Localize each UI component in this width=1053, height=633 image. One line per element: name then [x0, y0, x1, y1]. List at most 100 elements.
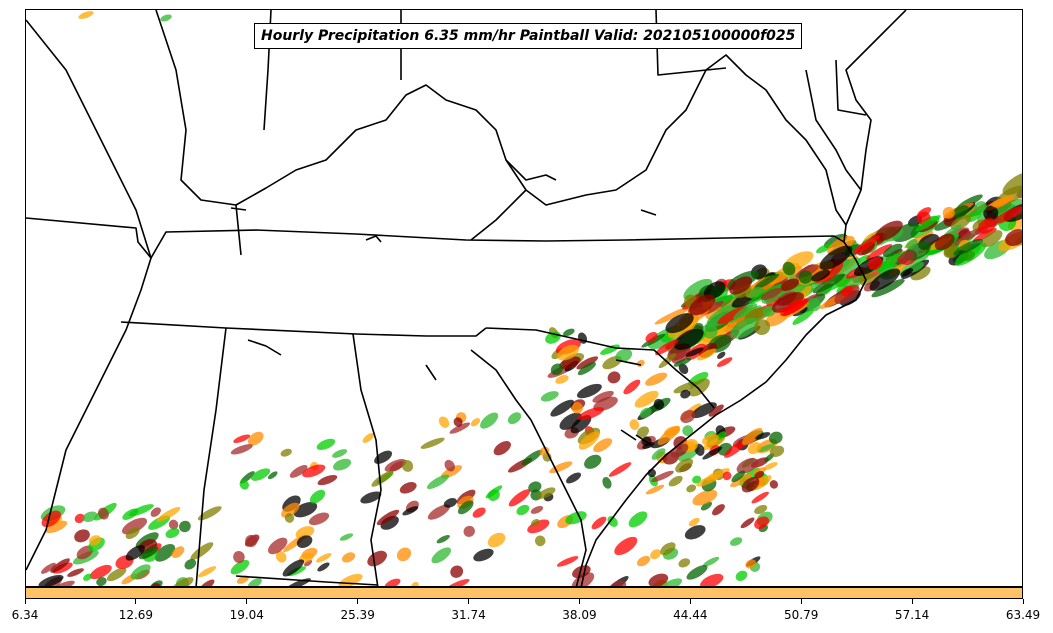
paintball — [614, 536, 638, 556]
paintball — [977, 218, 997, 234]
paintball — [578, 431, 600, 450]
paintball — [653, 398, 665, 410]
paintball — [819, 245, 853, 270]
paintball — [691, 475, 702, 484]
paintball — [602, 477, 612, 489]
paintball — [992, 194, 1015, 208]
paintball — [673, 381, 697, 394]
paintball — [396, 547, 412, 562]
paintball — [284, 513, 295, 523]
colorbar-tick-label: 63.49 — [1005, 608, 1041, 622]
paintball — [156, 506, 181, 522]
map-panel: Hourly Precipitation 6.35 mm/hr Paintbal… — [25, 9, 1023, 587]
paintball — [198, 566, 217, 578]
paintball — [401, 460, 414, 472]
paintball — [341, 552, 356, 563]
paintball — [78, 11, 94, 19]
paintball — [138, 546, 159, 560]
paintball — [317, 562, 330, 572]
paintball — [691, 402, 717, 419]
paintball — [989, 199, 1022, 220]
paintball — [700, 501, 713, 511]
md-border — [805, 59, 867, 191]
paintball — [607, 516, 618, 527]
paintball — [245, 534, 258, 547]
paintball — [730, 317, 759, 339]
paintball — [708, 404, 724, 417]
paintball — [934, 233, 955, 251]
paintball — [798, 270, 813, 284]
paintball — [702, 323, 718, 339]
paintball — [40, 562, 56, 574]
paintball — [463, 525, 475, 537]
paintball — [745, 559, 757, 569]
paintball — [657, 578, 683, 586]
paintball — [384, 458, 407, 472]
paintball — [751, 491, 769, 504]
paintball — [521, 449, 543, 466]
paintball — [420, 437, 445, 449]
colorbar-tick-label: 31.74 — [451, 608, 486, 622]
paintball — [915, 215, 941, 232]
paintball — [763, 462, 778, 471]
paintball — [942, 206, 955, 219]
paintball — [688, 517, 700, 527]
paintball — [755, 432, 771, 440]
paintball — [651, 470, 674, 483]
paintball — [275, 550, 287, 563]
paintball — [426, 474, 450, 490]
paintball — [955, 242, 987, 266]
paintball — [745, 307, 762, 319]
paintball — [82, 511, 98, 522]
paintball — [267, 471, 278, 480]
paintball — [576, 356, 599, 370]
paintball — [983, 205, 999, 221]
paintball — [384, 578, 401, 586]
paintball — [563, 328, 575, 337]
paintball — [577, 362, 596, 376]
paintball — [671, 443, 689, 459]
paintball — [905, 239, 918, 249]
paintball — [650, 549, 661, 560]
paintball — [528, 481, 542, 493]
paintball — [247, 431, 264, 446]
paintball — [332, 449, 348, 458]
paintball — [38, 574, 64, 586]
paintball — [636, 426, 650, 438]
paintball — [184, 558, 197, 570]
ohio-river — [155, 10, 557, 206]
paintball — [171, 546, 185, 558]
paintball — [816, 243, 833, 254]
paintball — [754, 471, 765, 479]
paintball — [686, 484, 697, 493]
paintball — [841, 286, 854, 297]
paintball — [771, 292, 804, 313]
paintball — [125, 527, 140, 540]
paintball — [128, 504, 154, 517]
paintball — [411, 581, 419, 586]
colorbar-tick — [689, 599, 691, 604]
paintball — [83, 573, 93, 581]
paintball — [916, 207, 932, 219]
paintball — [896, 253, 930, 275]
paintball — [686, 565, 708, 580]
paintball — [866, 244, 893, 260]
paintball — [50, 558, 70, 573]
paintball — [757, 443, 776, 453]
lake-marks — [230, 204, 657, 446]
paintball — [702, 446, 723, 460]
paintball — [754, 273, 780, 290]
paintball — [1005, 229, 1022, 246]
paintball — [239, 479, 249, 490]
paintball — [717, 351, 726, 359]
paintball — [874, 220, 903, 242]
paintball — [371, 470, 394, 487]
al-ms-border — [195, 327, 227, 586]
paintball — [731, 470, 746, 483]
paintball — [629, 419, 640, 431]
paintball — [338, 573, 363, 586]
paintball — [470, 418, 481, 427]
paintball — [673, 328, 704, 350]
paintball — [608, 580, 627, 586]
paintball — [457, 500, 474, 515]
